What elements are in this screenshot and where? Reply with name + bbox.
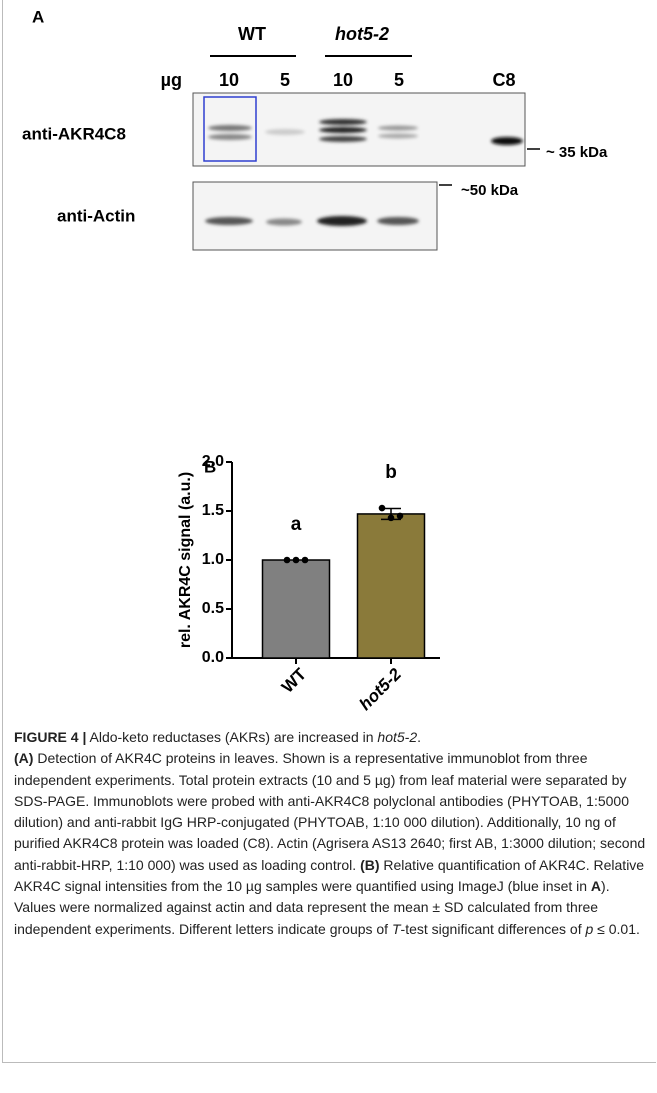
caption-text: -test significant differences of — [401, 921, 586, 937]
blot-label: anti-Actin — [57, 206, 135, 225]
caption-text: Aldo-keto reductases (AKRs) are increase… — [86, 729, 377, 745]
lane-label: 10 — [219, 70, 239, 90]
group-label: WT — [238, 24, 266, 44]
caption-text: FIGURE 4 | — [14, 729, 86, 745]
y-tick-label: 2.0 — [202, 453, 224, 470]
data-point — [388, 515, 395, 522]
caption-text: . — [417, 729, 421, 745]
panel-label: A — [32, 7, 44, 26]
data-point — [302, 557, 309, 564]
y-tick-label: 1.0 — [202, 551, 224, 568]
significance-letter: a — [291, 514, 302, 535]
y-axis-label: rel. AKR4C signal (a.u.) — [177, 472, 194, 648]
bar — [263, 560, 330, 658]
y-tick-label: 1.5 — [202, 502, 224, 519]
lane-label: 5 — [280, 70, 290, 90]
caption-text: T — [392, 921, 401, 937]
lane-label: 10 — [333, 70, 353, 90]
lane-label: C8 — [492, 70, 515, 90]
x-tick-label: hot5-2 — [356, 664, 406, 714]
data-point — [379, 505, 386, 512]
caption-text: hot5-2 — [377, 729, 417, 745]
y-tick-label: 0.0 — [202, 649, 224, 666]
unit-label: µg — [161, 70, 182, 90]
x-tick-label: WT — [278, 664, 311, 697]
data-point — [284, 557, 291, 564]
marker-label: ~50 kDa — [461, 182, 519, 199]
marker-label: ~ 35 kDa — [546, 144, 608, 161]
caption-text: Detection of AKR4C proteins in leaves. S… — [14, 750, 645, 872]
bar — [358, 514, 425, 658]
y-tick-label: 0.5 — [202, 600, 224, 617]
lane-label: 5 — [394, 70, 404, 90]
blot — [193, 182, 437, 250]
caption-text: (A) — [14, 750, 33, 766]
blot-label: anti-AKR4C8 — [22, 124, 126, 143]
group-label: hot5-2 — [335, 24, 389, 44]
caption: FIGURE 4 | Aldo-keto reductases (AKRs) a… — [14, 727, 650, 940]
caption-text: A — [591, 878, 601, 894]
figure: A WT hot5-2 µg 10 5 10 5 C8 anti-AKR4C8 … — [0, 0, 657, 720]
data-point — [397, 513, 404, 520]
caption-text: (B) — [360, 857, 379, 873]
data-point — [293, 557, 300, 564]
caption-text: ≤ 0.01. — [593, 921, 640, 937]
significance-letter: b — [385, 462, 397, 483]
